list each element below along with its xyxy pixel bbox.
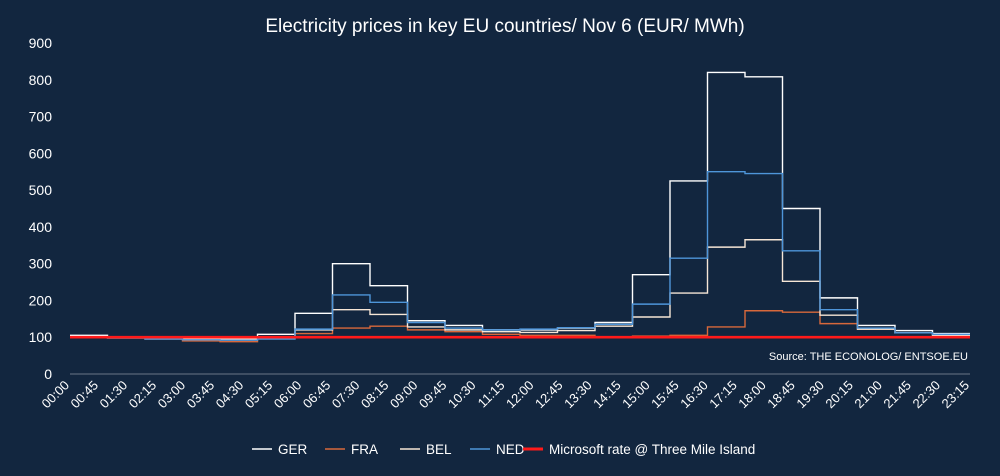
source-note: Source: THE ECONOLOG/ ENTSOE.EU xyxy=(769,351,968,363)
y-tick-label: 600 xyxy=(29,145,53,161)
x-tick-label: 21:45 xyxy=(880,378,914,412)
x-tick-label: 15:00 xyxy=(619,378,653,412)
y-tick-label: 400 xyxy=(29,219,53,235)
x-tick-label: 12:45 xyxy=(532,378,566,412)
y-tick-label: 0 xyxy=(44,366,52,382)
x-tick-label: 09:45 xyxy=(416,378,450,412)
x-tick-label: 10:30 xyxy=(445,378,479,412)
y-tick-label: 800 xyxy=(29,72,53,88)
y-tick-label: 200 xyxy=(29,292,53,308)
x-tick-label: 04:30 xyxy=(213,378,247,412)
x-tick-label: 22:30 xyxy=(909,378,943,412)
legend-label: NED xyxy=(496,442,525,457)
x-tick-label: 19:30 xyxy=(793,378,827,412)
series-line-ned xyxy=(70,171,970,341)
y-tick-label: 300 xyxy=(29,256,53,272)
x-tick-label: 23:15 xyxy=(939,378,973,412)
x-tick-label: 15:45 xyxy=(648,378,682,412)
series-line-ger xyxy=(70,71,970,339)
x-tick-label: 21:00 xyxy=(851,378,885,412)
x-tick-label: 18:00 xyxy=(735,378,769,412)
x-tick-label: 03:45 xyxy=(184,378,218,412)
legend: GER FRA BEL NED Microsoft rate @ Three Mile … xyxy=(252,442,755,457)
legend-label: Microsoft rate @ Three Mile Island xyxy=(549,442,755,457)
x-tick-label: 18:45 xyxy=(764,378,798,412)
x-tick-label: 16:30 xyxy=(677,378,711,412)
x-tick-label: 07:30 xyxy=(329,378,363,412)
x-tick-label: 00:00 xyxy=(39,378,73,412)
x-tick-label: 13:30 xyxy=(561,378,595,412)
y-tick-label: 500 xyxy=(29,182,53,198)
y-tick-label: 700 xyxy=(29,109,53,125)
chart-title: Electricity prices in key EU countries/ … xyxy=(265,16,744,37)
y-tick-label: 100 xyxy=(29,329,53,345)
y-tick-label: 900 xyxy=(29,35,53,51)
x-tick-label: 05:15 xyxy=(242,378,276,412)
x-tick-label: 08:15 xyxy=(358,378,392,412)
x-tick-label: 03:00 xyxy=(155,378,189,412)
series-lines xyxy=(70,71,970,343)
series-line-fra xyxy=(70,310,970,343)
legend-label: FRA xyxy=(351,442,378,457)
x-tick-label: 14:15 xyxy=(590,378,624,412)
x-tick-label: 09:00 xyxy=(387,378,421,412)
x-tick-label: 01:30 xyxy=(97,378,131,412)
x-tick-label: 11:15 xyxy=(475,378,508,411)
legend-label: BEL xyxy=(426,442,452,457)
x-tick-label: 17:15 xyxy=(706,378,740,412)
x-tick-label: 12:00 xyxy=(503,378,537,412)
x-tick-label: 00:45 xyxy=(68,378,102,412)
x-tick-label: 20:15 xyxy=(822,378,856,412)
x-tick-label: 06:00 xyxy=(271,378,305,412)
x-axis: 00:0000:4501:3002:1503:0003:4504:3005:15… xyxy=(39,378,973,412)
x-tick-label: 06:45 xyxy=(300,378,334,412)
y-axis: 0 100 200 300 400 500 600 700 800 900 xyxy=(29,35,53,382)
x-tick-label: 02:15 xyxy=(126,378,160,412)
legend-label: GER xyxy=(278,442,308,457)
